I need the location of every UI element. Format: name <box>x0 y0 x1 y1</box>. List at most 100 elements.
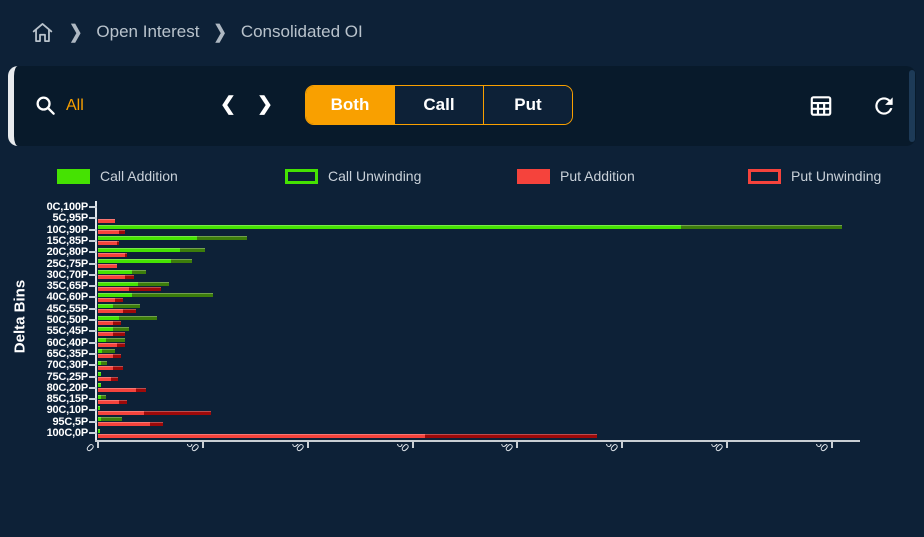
scrollbar[interactable] <box>909 70 915 142</box>
bar-put-unwinding <box>150 422 163 427</box>
segment-put[interactable]: Put <box>484 86 572 124</box>
bar-call-unwinding <box>196 236 247 241</box>
bar-put-addition <box>98 275 126 280</box>
bar-call-unwinding <box>131 270 147 275</box>
chart-legend: Call Addition Call Unwinding Put Additio… <box>0 168 924 192</box>
legend-label: Call Unwinding <box>328 168 422 184</box>
bar-put-addition <box>98 286 130 291</box>
y-tick-label: 100C,0P <box>46 427 89 439</box>
bar-call-addition <box>98 225 681 230</box>
x-tick-mark <box>306 442 309 448</box>
y-tick-mark <box>89 228 97 231</box>
x-axis-line <box>95 440 860 442</box>
bar-put-unwinding <box>114 297 124 302</box>
legend-call-addition[interactable]: Call Addition <box>57 168 178 184</box>
x-tick-mark <box>97 442 99 448</box>
toolbar-card: ❮ ❯ Both Call Put <box>8 66 916 146</box>
legend-label: Put Unwinding <box>791 168 882 184</box>
bar-call-unwinding <box>101 394 107 399</box>
bar-call-addition <box>98 338 107 343</box>
bar-put-addition <box>98 388 136 393</box>
y-tick-label: 40C,60P <box>46 291 89 304</box>
y-tick-label: 50C,50P <box>46 314 89 326</box>
call-put-segmented-control: Both Call Put <box>305 85 573 125</box>
prev-arrow-icon[interactable]: ❮ <box>220 94 236 115</box>
breadcrumb-consolidated-oi[interactable]: Consolidated OI <box>240 22 363 41</box>
chevron-right-icon: ❯ <box>213 22 227 43</box>
table-view-icon[interactable] <box>808 93 834 119</box>
x-tick-label: 200 <box>488 444 516 455</box>
next-arrow-icon[interactable]: ❯ <box>257 94 273 115</box>
x-tick-labels: 0 50 100 150 200 250 300 350 <box>0 444 924 457</box>
x-tick-label: 250 <box>593 444 621 455</box>
bar-put-unwinding <box>118 230 126 235</box>
refresh-icon[interactable] <box>871 93 897 119</box>
y-tick-label: 90C,10P <box>46 404 89 417</box>
bar-call-addition <box>98 247 180 252</box>
breadcrumb-open-interest[interactable]: Open Interest <box>96 22 200 41</box>
bar-put-addition <box>98 377 111 381</box>
bar-call-addition <box>98 236 197 241</box>
bar-put-unwinding <box>116 343 126 348</box>
y-tick-mark <box>89 319 97 321</box>
bar-call-addition <box>98 259 172 263</box>
x-tick-mark <box>411 442 414 448</box>
bar-call-unwinding <box>101 360 108 365</box>
y-tick-label: 55C,45P <box>46 325 89 338</box>
bar-call-unwinding <box>102 349 115 354</box>
segment-call[interactable]: Call <box>395 86 484 124</box>
bar-call-unwinding <box>171 259 193 263</box>
y-tick-label: 95C,5P <box>52 415 89 428</box>
y-tick-mark <box>89 341 97 344</box>
legend-label: Call Addition <box>100 168 178 184</box>
bar-call-addition <box>98 360 102 365</box>
bar-put-unwinding <box>112 331 126 336</box>
bar-put-addition <box>98 218 115 223</box>
bar-call-unwinding <box>137 281 170 286</box>
bar-put-unwinding <box>123 309 136 314</box>
legend-put-unwinding[interactable]: Put Unwinding <box>748 168 881 184</box>
y-tick-label: 5C,95P <box>52 212 89 225</box>
bar-put-addition <box>98 252 126 257</box>
y-tick-label: 60C,40P <box>46 336 89 349</box>
y-tick-label: 75C,25P <box>46 370 89 383</box>
bar-put-addition <box>98 264 117 268</box>
x-tick-label: 150 <box>384 444 411 455</box>
bar-put-addition <box>98 320 113 325</box>
x-tick-label: 300 <box>698 444 726 455</box>
search-icon[interactable] <box>34 94 57 117</box>
bar-put-addition <box>98 331 113 336</box>
search-input[interactable] <box>64 96 188 116</box>
bar-call-unwinding <box>101 417 123 422</box>
bar-call-unwinding <box>179 247 205 252</box>
y-tick-mark <box>89 273 97 276</box>
bar-put-addition <box>98 309 124 314</box>
segment-both[interactable]: Both <box>306 86 395 124</box>
bar-put-unwinding <box>135 388 147 393</box>
y-axis-line <box>95 201 97 442</box>
bar-put-unwinding <box>125 275 134 280</box>
bar-put-unwinding <box>129 286 161 291</box>
bar-put-unwinding <box>112 320 122 325</box>
x-tick-mark <box>621 442 624 448</box>
bar-put-addition <box>98 410 145 415</box>
bar-call-addition <box>98 349 103 354</box>
bar-call-addition <box>98 428 101 433</box>
bar-call-addition <box>98 304 113 309</box>
bar-put-addition <box>98 343 117 348</box>
bar-put-addition <box>98 433 426 438</box>
bar-call-unwinding <box>112 304 140 309</box>
legend-put-addition[interactable]: Put Addition <box>517 168 635 184</box>
home-icon[interactable] <box>30 20 55 45</box>
y-tick-mark <box>89 217 97 220</box>
y-tick-label: 15C,85P <box>46 234 89 247</box>
bar-put-addition <box>98 241 117 246</box>
y-tick-mark <box>89 251 97 254</box>
y-tick-label: 85C,15P <box>46 393 89 406</box>
bar-call-addition <box>98 405 101 410</box>
bar-call-addition <box>98 281 138 286</box>
bar-put-unwinding <box>144 410 212 415</box>
legend-call-unwinding[interactable]: Call Unwinding <box>285 168 421 184</box>
y-tick-label: 0C,100P <box>46 201 89 213</box>
x-tick-mark <box>201 442 204 448</box>
